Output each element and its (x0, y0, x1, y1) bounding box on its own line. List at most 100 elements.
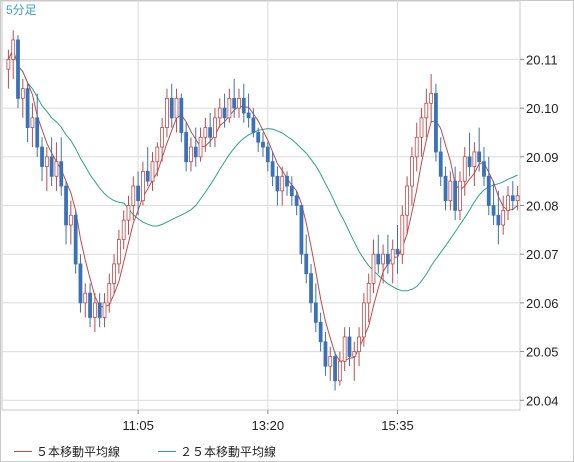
candle-body (438, 151, 443, 177)
candle-body (64, 185, 68, 226)
candle-body (265, 146, 270, 163)
candle-body (112, 263, 116, 284)
candle (337, 351, 342, 386)
candle (438, 137, 443, 187)
candle (395, 224, 400, 274)
candle-body (97, 302, 102, 318)
candle (462, 147, 467, 196)
candle (501, 195, 506, 235)
candle-body (414, 136, 419, 158)
legend-swatch-ma25 (158, 451, 176, 452)
candle-body (83, 292, 88, 304)
candle (97, 293, 102, 328)
candle (20, 78, 25, 118)
candle (179, 93, 184, 143)
candle (92, 293, 97, 333)
y-tick-label: 20.11 (526, 52, 558, 67)
candle (424, 88, 429, 138)
candle (357, 327, 361, 367)
candle-body (40, 146, 44, 167)
candle-body (366, 283, 371, 304)
candle (400, 205, 405, 264)
candle-body (405, 185, 410, 216)
candle-body (116, 239, 121, 265)
candle (145, 147, 150, 187)
candle (371, 239, 376, 294)
candle (491, 181, 496, 225)
candle (386, 234, 390, 274)
y-axis: 20.11 20.10 20.09 20.08 20.07 20.06 20.05 20.04 (520, 52, 559, 408)
candle-body (136, 185, 140, 202)
candle (126, 195, 131, 235)
candle (347, 327, 352, 367)
y-tick-label: 20.10 (526, 101, 559, 116)
candle-body (477, 151, 482, 163)
candle-body (313, 302, 318, 323)
candle-body (179, 97, 184, 133)
candle-body (448, 180, 453, 202)
candle-body (174, 97, 179, 119)
candle-body (189, 146, 193, 163)
candle-body (20, 88, 25, 99)
candle-body (256, 132, 261, 143)
candle-body (126, 205, 131, 221)
candle-body (309, 273, 313, 304)
candle (25, 83, 30, 143)
x-axis: 11:05 13:20 15:35 (122, 410, 414, 433)
candle (217, 98, 222, 128)
candle-body (198, 136, 203, 158)
candle-body (376, 253, 381, 265)
candle-body (184, 132, 189, 163)
candle (232, 78, 237, 118)
candle-body (141, 171, 145, 202)
candle-body (193, 146, 198, 158)
candle (486, 156, 491, 216)
candle-body (299, 205, 304, 255)
candle (361, 293, 366, 347)
candle (88, 283, 92, 328)
candle (83, 283, 88, 318)
y-tick-label: 20.04 (526, 393, 559, 408)
y-tick-label: 20.06 (526, 296, 559, 311)
candle (309, 263, 313, 313)
candle-body (44, 156, 49, 167)
candle-body (92, 302, 97, 318)
candle (49, 137, 54, 187)
candle (40, 137, 44, 182)
candle (193, 127, 198, 167)
candle-body (160, 127, 165, 148)
y-tick-label: 20.08 (526, 199, 559, 214)
candle (131, 176, 136, 221)
candle-body (429, 93, 434, 104)
candle (116, 229, 121, 274)
candle (30, 103, 35, 148)
moving-average-25 (7, 48, 518, 292)
candle-body (261, 141, 265, 148)
candle-body (73, 214, 78, 265)
candle-body (496, 214, 501, 226)
candle-body (131, 185, 136, 206)
candle-body (352, 351, 357, 357)
candle-body (400, 214, 405, 255)
candle (289, 176, 294, 206)
candle (174, 88, 179, 133)
candle (506, 186, 510, 221)
candle (443, 166, 448, 211)
x-tick-label: 11:05 (122, 418, 154, 433)
candle-body (462, 156, 467, 182)
candle-body (275, 175, 280, 192)
candle (285, 171, 289, 196)
candle (318, 312, 323, 352)
candle (419, 108, 424, 157)
candle-body (491, 205, 496, 216)
gridlines (1, 0, 521, 411)
candle-body (6, 59, 11, 70)
candle (184, 122, 189, 172)
candle (44, 147, 49, 191)
candle-body (222, 107, 227, 119)
legend: ５本移動平均線 ２５本移動平均線 (0, 434, 574, 462)
candle (241, 83, 246, 123)
candle (54, 142, 59, 191)
candle-body (155, 146, 160, 163)
candle-body (347, 336, 352, 357)
